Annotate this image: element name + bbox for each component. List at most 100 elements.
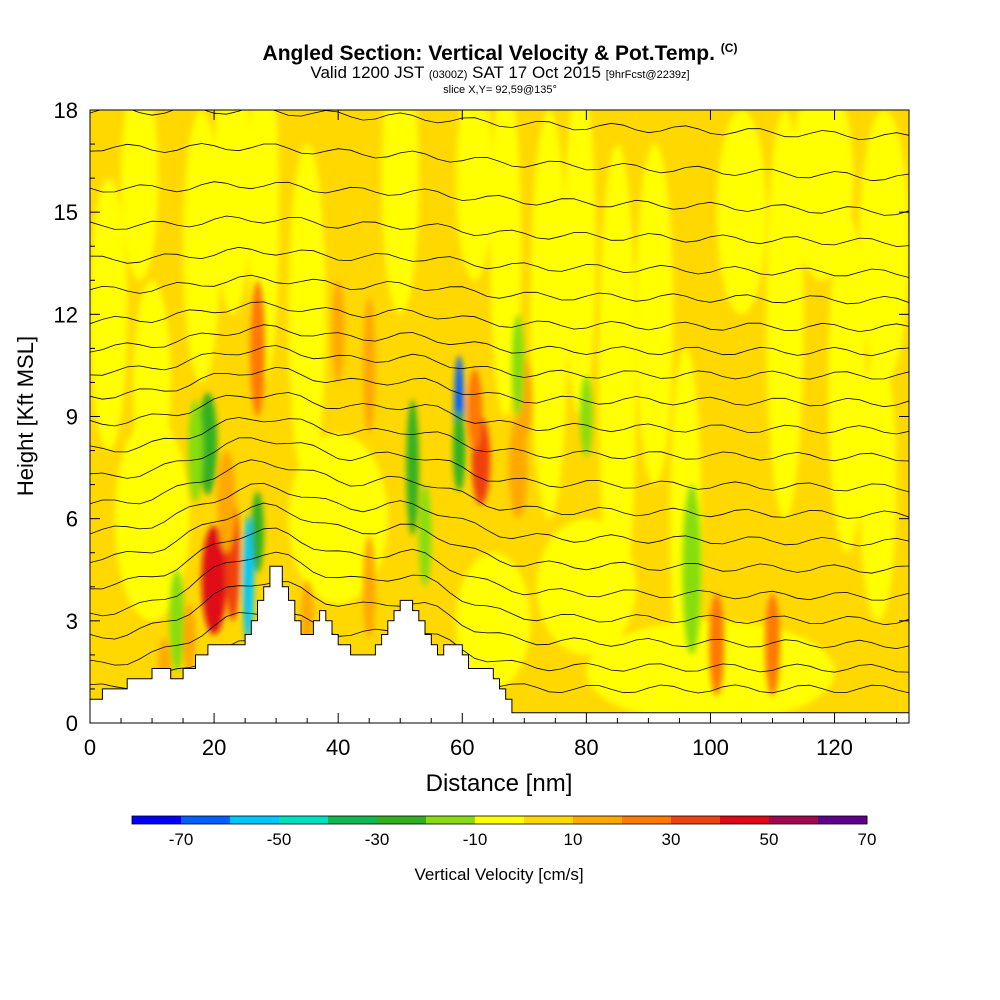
x-tick-label: 40 xyxy=(326,735,350,760)
velocity-cell xyxy=(250,280,265,417)
isentrope-line xyxy=(90,215,909,247)
isentrope-line xyxy=(90,246,909,278)
y-tick-label: 6 xyxy=(66,507,78,532)
colorbar-tick-label: 30 xyxy=(662,830,681,849)
velocity-streak xyxy=(636,144,674,485)
chart-subtitle: Valid 1200 JST (0300Z) SAT 17 Oct 2015 [… xyxy=(0,64,1000,84)
colorbar-segment xyxy=(377,816,427,824)
velocity-field-streaks xyxy=(90,110,909,723)
isentrope-line xyxy=(90,612,909,673)
forecast-label: [9hrFcst@2239z] xyxy=(605,69,690,81)
isentrope-line xyxy=(90,345,909,380)
velocity-cell xyxy=(251,491,264,574)
colorbar-segment xyxy=(426,816,476,824)
isentrope-line xyxy=(90,459,909,519)
velocity-cell xyxy=(331,280,345,383)
velocity-streak xyxy=(456,110,494,281)
velocity-streak xyxy=(536,518,636,655)
velocity-cell xyxy=(452,409,466,492)
isentrope-line xyxy=(90,502,909,574)
colorbar-segment xyxy=(622,816,672,824)
colorbar-tick-label: -10 xyxy=(463,830,488,849)
isentrope-line xyxy=(90,581,909,650)
velocity-cell xyxy=(169,569,185,672)
terrain-profile xyxy=(90,565,909,723)
isentrope-line xyxy=(90,181,909,216)
velocity-streak xyxy=(859,348,897,621)
colorbar-tick-label: -30 xyxy=(365,830,390,849)
colorbar: -70 -50 -30 -10 10 30 50 70 xyxy=(131,815,877,849)
y-tick-label: 0 xyxy=(66,711,78,736)
colorbar-tick-label: -70 xyxy=(169,830,194,849)
velocity-streak xyxy=(381,110,419,315)
x-tick-label: 60 xyxy=(450,735,474,760)
isentrope-line xyxy=(90,417,909,462)
isentrope-line xyxy=(90,551,909,626)
velocity-streak xyxy=(183,110,221,383)
chart-title-block: Angled Section: Vertical Velocity & Pot.… xyxy=(0,36,1000,96)
y-tick-label: 9 xyxy=(66,405,78,430)
isentrope-line xyxy=(90,482,909,547)
y-tick-label: 15 xyxy=(54,200,78,225)
isentrope-line xyxy=(90,366,909,408)
colorbar-segment xyxy=(328,816,378,824)
velocity-cell xyxy=(201,525,227,635)
colorbar-segment xyxy=(475,816,525,824)
slice-label: slice X,Y= 92,59@135° xyxy=(443,84,557,96)
y-tick-label: 18 xyxy=(54,98,78,123)
valid-utc-label: (0300Z) xyxy=(428,69,468,81)
velocity-streak xyxy=(214,110,252,315)
chart-title-tag: (C) xyxy=(720,41,738,55)
velocity-streak xyxy=(288,433,388,604)
colorbar-segment xyxy=(279,816,329,824)
colorbar-tick-label: 70 xyxy=(858,830,877,849)
velocity-streak xyxy=(564,110,596,417)
colorbar-tick-label: -50 xyxy=(267,830,292,849)
colorbar-label: Vertical Velocity [cm/s] xyxy=(414,865,583,884)
colorbar-segment xyxy=(132,816,182,824)
isentrope-line xyxy=(90,392,909,435)
velocity-streak xyxy=(828,212,866,553)
isentrope-line xyxy=(90,301,909,333)
chart-title-text: Angled Section: Vertical Velocity & Pot.… xyxy=(262,42,715,65)
colorbar-segment xyxy=(524,816,574,824)
velocity-streak xyxy=(90,178,128,451)
velocity-cell xyxy=(198,392,218,495)
isentrope-line xyxy=(90,110,909,141)
velocity-streak xyxy=(114,416,190,621)
velocity-field-cells xyxy=(158,280,780,706)
velocity-cell xyxy=(709,593,725,696)
x-tick-label: 100 xyxy=(692,735,729,760)
velocity-cell xyxy=(511,314,525,417)
chart-title: Angled Section: Vertical Velocity & Pot.… xyxy=(0,36,1000,66)
colorbar-tick-label: 50 xyxy=(760,830,779,849)
x-tick-label: 20 xyxy=(202,735,226,760)
isentrope-line xyxy=(90,274,909,305)
y-axis-label: Height [Kft MSL] xyxy=(13,336,38,496)
velocity-cell xyxy=(580,375,593,458)
velocity-streak xyxy=(288,144,326,485)
x-axis-label: Distance [nm] xyxy=(426,770,573,797)
velocity-cell xyxy=(418,484,432,587)
x-axis: 0 20 40 60 80 100 120 xyxy=(84,110,898,760)
colorbar-segment xyxy=(720,816,770,824)
velocity-cell xyxy=(467,368,483,451)
velocity-cell xyxy=(508,416,528,519)
velocity-cell xyxy=(363,535,376,638)
colorbar-segment xyxy=(818,816,868,824)
velocity-cell xyxy=(188,399,203,502)
velocity-streak xyxy=(530,110,568,519)
plot-area xyxy=(90,110,909,723)
velocity-cell xyxy=(217,450,236,553)
velocity-cell xyxy=(682,484,702,655)
y-tick-label: 3 xyxy=(66,609,78,634)
y-tick-label: 12 xyxy=(54,302,78,327)
colorbar-tick-label: 10 xyxy=(564,830,583,849)
colorbar-segment xyxy=(769,816,819,824)
valid-time-label: Valid 1200 JST xyxy=(310,63,425,82)
colorbar-frame xyxy=(131,815,868,825)
velocity-streak xyxy=(121,110,159,281)
velocity-streak xyxy=(456,552,531,689)
colorbar-segment xyxy=(671,816,721,824)
